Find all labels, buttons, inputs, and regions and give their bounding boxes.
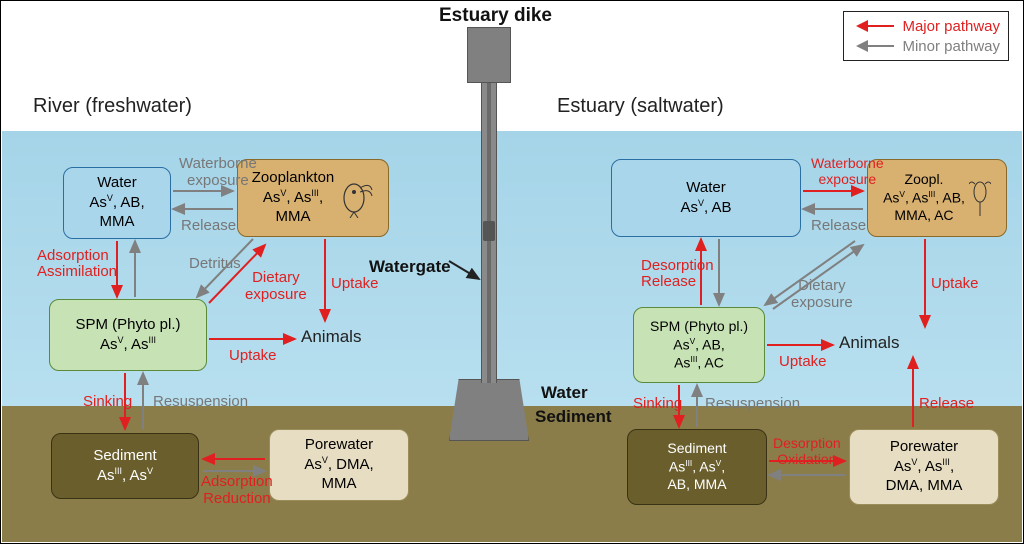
lbl-dietary-r: Dietaryexposure [791, 277, 853, 311]
lbl-assimilation: Assimilation [37, 263, 117, 280]
lbl-resusp-l: Resuspension [153, 393, 248, 410]
estuary-sediment-box: SedimentAsIII, AsV,AB, MMA [627, 429, 767, 505]
river-zoo-box: ZooplanktonAsV, AsIII,MMA [237, 159, 389, 237]
lbl-release-pore: Release [919, 395, 974, 412]
estuary-animals: Animals [839, 333, 899, 353]
river-porewater-box: PorewaterAsV, DMA,MMA [269, 429, 409, 501]
lbl-dietary-l: Dietaryexposure [245, 269, 307, 303]
river-water-box: WaterAsV, AB,MMA [63, 167, 171, 239]
diagram-canvas: Estuary dike River (freshwater) Estuary … [0, 0, 1024, 544]
river-spm-box: SPM (Phyto pl.)AsV, AsIII [49, 299, 207, 371]
lbl-release-l: Release [181, 217, 236, 234]
lbl-des-ox: DesorptionOxidation [773, 435, 841, 467]
dike-top [467, 27, 511, 83]
estuary-zoo-box: Zoopl.AsV, AsIII, AB,MMA, AC [867, 159, 1007, 237]
river-label: River (freshwater) [33, 95, 192, 118]
dike-gate [483, 221, 495, 241]
lbl-release-r2: Release [641, 273, 696, 290]
lbl-adsorption: Adsorption [37, 247, 109, 264]
dike-base [449, 379, 529, 441]
title: Estuary dike [439, 5, 552, 27]
legend: Major pathway Minor pathway [843, 11, 1009, 61]
lbl-release-r: Release [811, 217, 866, 234]
river-animals: Animals [301, 327, 361, 347]
lbl-uptake-zl: Uptake [331, 275, 379, 292]
lbl-resusp-r: Resuspension [705, 395, 800, 412]
legend-major: Major pathway [852, 16, 1000, 36]
river-sediment-box: SedimentAsIII, AsV [51, 433, 199, 499]
lbl-sediment-txt: Sediment [535, 407, 612, 427]
copepod-icon [969, 178, 991, 218]
estuary-spm-box: SPM (Phyto pl.)AsV, AB,AsIII, AC [633, 307, 765, 383]
lbl-wb-exposure: Waterborneexposure [179, 155, 257, 189]
lbl-sinking-r: Sinking [633, 395, 682, 412]
lbl-uptake-sr: Uptake [779, 353, 827, 370]
lbl-uptake-sl: Uptake [229, 347, 277, 364]
zooplankton-icon [340, 178, 374, 218]
lbl-sinking-l: Sinking [83, 393, 132, 410]
estuary-porewater-box: PorewaterAsV, AsIII,DMA, MMA [849, 429, 999, 505]
lbl-detritus: Detritus [189, 255, 241, 272]
lbl-uptake-zr: Uptake [931, 275, 979, 292]
lbl-ads-red: AdsorptionReduction [201, 473, 273, 507]
estuary-label: Estuary (saltwater) [557, 95, 724, 118]
lbl-desorption-r: Desorption [641, 257, 714, 274]
lbl-wb-exposure-r: Waterborneexposure [811, 155, 884, 187]
lbl-watergate: Watergate [369, 257, 451, 277]
legend-minor: Minor pathway [852, 36, 1000, 56]
estuary-water-box: WaterAsV, AB [611, 159, 801, 237]
lbl-water-txt: Water [541, 383, 588, 403]
